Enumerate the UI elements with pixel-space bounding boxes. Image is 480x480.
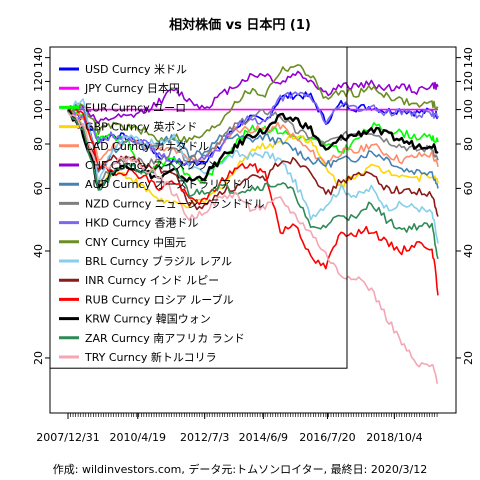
legend-label: USD Curncy 米ドル bbox=[85, 63, 187, 76]
chart-title: 相対株価 vs 日本円 (1) bbox=[169, 17, 311, 33]
y-tick-label-left: 80 bbox=[32, 137, 45, 151]
series-line-try bbox=[67, 112, 439, 384]
y-axis-right: 20 40 60 80 100 120 140 bbox=[456, 47, 475, 365]
y-tick-label-left: 140 bbox=[32, 47, 45, 68]
y-tick-label-left: 100 bbox=[32, 99, 45, 120]
legend-label: RUB Curncy ロシア ルーブル bbox=[85, 292, 234, 306]
y-tick-label-right: 140 bbox=[462, 47, 475, 68]
footer-credit: 作成: wildinvestors.com, データ元:トムソンロイター, 最終… bbox=[53, 462, 427, 476]
y-tick-label-right: 120 bbox=[462, 71, 475, 92]
legend-label: TRY Curncy 新トルコリラ bbox=[84, 350, 217, 364]
series-line-inr bbox=[67, 107, 439, 217]
series-line-brl bbox=[67, 98, 439, 244]
legend-label: HKD Curncy 香港ドル bbox=[85, 217, 198, 230]
y-tick-label-right: 100 bbox=[462, 99, 475, 120]
y-tick-label-right: 80 bbox=[462, 137, 475, 151]
series-line-hkd bbox=[67, 91, 439, 167]
y-tick-label-right: 60 bbox=[462, 181, 475, 195]
y-tick-label-left: 20 bbox=[32, 351, 45, 365]
x-tick-label: 2014/6/9 bbox=[239, 431, 288, 444]
series-line-chf bbox=[67, 70, 439, 124]
x-tick-label: 2016/7/20 bbox=[299, 431, 355, 444]
series-line-zar bbox=[67, 110, 439, 260]
legend-box bbox=[49, 46, 348, 369]
legend-label: NZD Curncy ニュージーランドドル bbox=[85, 197, 265, 210]
series-line-krw bbox=[67, 109, 439, 190]
legend-label: EUR Curncy ユーロ bbox=[85, 101, 186, 114]
x-tick-label: 2012/7/3 bbox=[180, 431, 229, 444]
legend-label: CNY Curncy 中国元 bbox=[85, 236, 186, 249]
x-tick-label: 2010/4/19 bbox=[110, 431, 166, 444]
x-tick-label: 2018/10/4 bbox=[366, 431, 422, 444]
legend-label: AUD Curncy オーストラリアドル bbox=[85, 178, 253, 191]
legend-label: JPY Curncy 日本円 bbox=[84, 81, 180, 95]
y-axis-left: 20 40 60 80 100 120 140 bbox=[32, 47, 50, 365]
legend-label: CAD Curncy カナダドル bbox=[85, 139, 209, 153]
y-tick-label-right: 20 bbox=[462, 351, 475, 365]
y-tick-label-right: 40 bbox=[462, 244, 475, 258]
y-tick-label-left: 40 bbox=[32, 244, 45, 258]
legend-label: GBP Curncy 英ポンド bbox=[85, 120, 197, 134]
x-tick-label: 2007/12/31 bbox=[36, 431, 99, 444]
legend-label: CHF Curncy スイスフラン bbox=[85, 159, 218, 172]
y-tick-label-left: 120 bbox=[32, 71, 45, 92]
series-lines bbox=[67, 64, 439, 384]
legend-label: INR Curncy インド ルピー bbox=[85, 274, 219, 287]
series-line-gbp bbox=[67, 111, 439, 209]
series-line-cny bbox=[67, 64, 439, 143]
legend: USD Curncy 米ドル JPY Curncy 日本円 EUR Curncy ユ… bbox=[49, 46, 348, 369]
legend-label: KRW Curncy 韓国ウォン bbox=[85, 313, 211, 326]
x-axis: 2007/12/31 2010/4/19 2012/7/3 2014/6/9 2016/… bbox=[36, 413, 438, 444]
legend-label: ZAR Curncy 南アフリカ ランド bbox=[85, 332, 245, 345]
legend-label: BRL Curncy ブラジル レアル bbox=[85, 254, 232, 268]
y-tick-label-left: 60 bbox=[32, 181, 45, 195]
